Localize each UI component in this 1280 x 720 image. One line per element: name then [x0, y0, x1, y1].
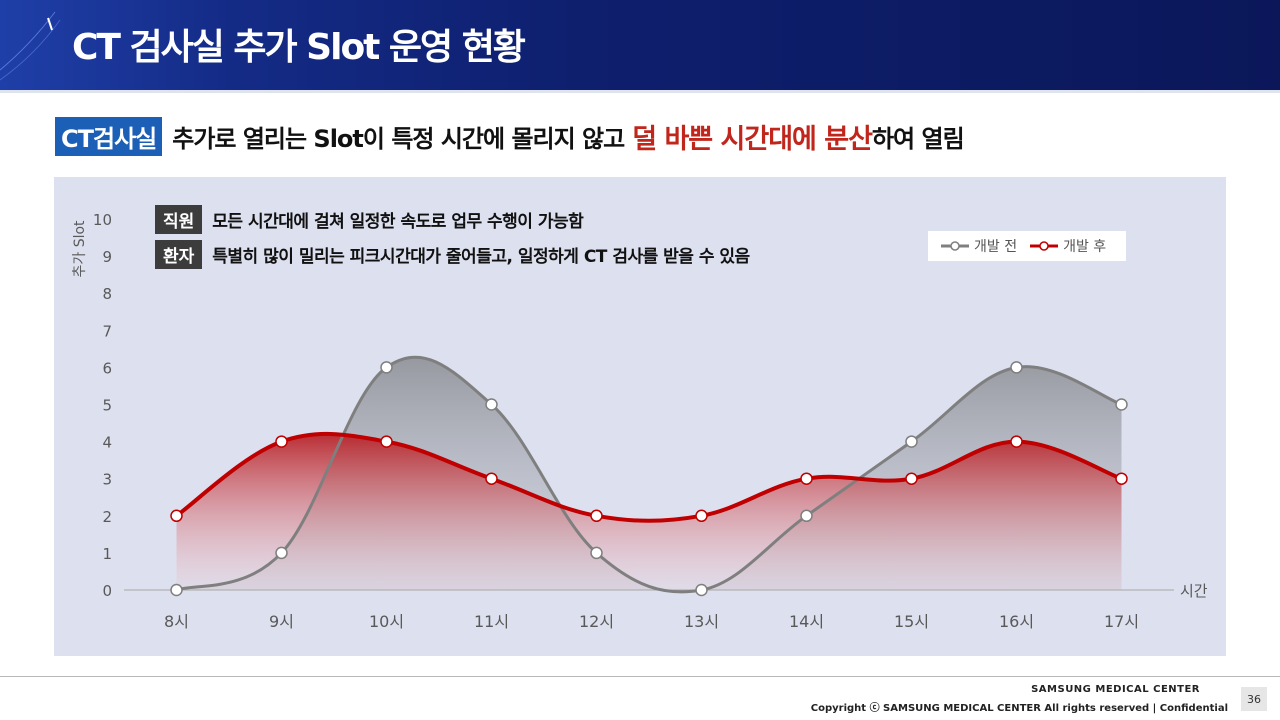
legend-label-after: 개발 후 — [1063, 239, 1107, 255]
footer-divider — [0, 676, 1280, 677]
legend-item-after: 개발 후 — [1029, 236, 1106, 256]
data-point-after-7 — [905, 472, 918, 485]
chart-legend: 개발 전 개발 후 — [928, 231, 1126, 261]
y-tick-label-4: 4 — [102, 434, 112, 452]
x-tick-label-3: 11시 — [474, 612, 509, 631]
footer-copyright: Copyright ⓒ SAMSUNG MEDICAL CENTER All r… — [810, 703, 1228, 714]
x-axis-title: 시간 — [1180, 582, 1208, 600]
data-point-after-5 — [695, 509, 708, 523]
data-point-before-9 — [1115, 398, 1128, 411]
note-patient-text: 특별히 많이 밀리는 피크시간대가 줄어들고, 일정하게 CT 검사를 받을 수… — [212, 246, 750, 267]
y-tick-label-6: 6 — [102, 359, 112, 377]
data-point-before-1 — [275, 546, 288, 560]
x-tick-label-1: 9시 — [269, 612, 294, 631]
x-tick-label-9: 17시 — [1104, 612, 1139, 631]
y-tick-label-3: 3 — [102, 471, 112, 489]
data-point-before-6 — [800, 509, 813, 523]
headline-text-after: 하여 열림 — [871, 124, 965, 153]
y-tick-label-0: 0 — [102, 582, 112, 600]
data-point-after-1 — [275, 435, 288, 448]
legend-swatch-before — [941, 241, 969, 251]
y-tick-label-1: 1 — [102, 545, 112, 563]
data-point-before-8 — [1010, 361, 1023, 374]
note-staff: 직원 모든 시간대에 걸쳐 일정한 속도로 업무 수행이 가능함 — [155, 204, 584, 234]
data-point-after-4 — [590, 509, 603, 523]
series-line-after — [175, 431, 1123, 523]
note-staff-text: 모든 시간대에 걸쳐 일정한 속도로 업무 수행이 가능함 — [212, 211, 584, 232]
headline-tag: CT검사실 — [55, 116, 163, 156]
y-tick-label-10: 10 — [93, 211, 112, 229]
y-axis-title: 추가 Slot — [72, 220, 88, 278]
headline-text-before: 추가로 열리는 Slot이 특정 시간에 몰리지 않고 — [172, 124, 625, 153]
y-tick-label-7: 7 — [102, 322, 112, 340]
footer-brand: SAMSUNG MEDICAL CENTER — [1031, 684, 1200, 695]
data-point-before-0 — [170, 583, 183, 597]
x-tick-label-7: 15시 — [894, 612, 929, 631]
data-point-after-2 — [380, 435, 393, 448]
header-divider — [0, 90, 1280, 93]
data-point-after-6 — [800, 472, 813, 485]
legend-swatch-after — [1030, 241, 1059, 251]
y-tick-label-5: 5 — [102, 397, 112, 415]
data-point-before-4 — [590, 546, 603, 560]
page-number: 36 — [1241, 687, 1267, 711]
y-tick-label-9: 9 — [102, 248, 112, 266]
x-tick-label-5: 13시 — [684, 612, 719, 631]
x-tick-label-8: 16시 — [999, 612, 1034, 631]
data-point-before-2 — [380, 361, 393, 374]
note-staff-chip: 직원 — [155, 204, 203, 234]
legend-label-before: 개발 전 — [974, 239, 1018, 255]
decorative-lines — [0, 11, 61, 81]
note-patient-chip: 환자 — [155, 239, 203, 269]
series-area-after — [176, 433, 1122, 590]
y-tick-label-8: 8 — [102, 285, 112, 303]
data-point-before-3 — [485, 398, 498, 411]
x-tick-label-4: 12시 — [579, 612, 614, 631]
headline: CT검사실 추가로 열리는 Slot이 특정 시간에 몰리지 않고 덜 바쁜 시… — [55, 116, 965, 156]
data-point-before-7 — [905, 435, 918, 448]
note-patient: 환자 특별히 많이 밀리는 피크시간대가 줄어들고, 일정하게 CT 검사를 받… — [155, 239, 750, 269]
x-tick-label-6: 14시 — [789, 612, 824, 631]
y-tick-label-2: 2 — [102, 508, 112, 526]
x-tick-label-2: 10시 — [369, 612, 404, 631]
data-point-after-3 — [485, 472, 498, 485]
chart: 0 1 2 3 4 5 6 7 8 9 10 8시 9시 10시 11시 12시 13시 14시 15시 16시 17시… — [72, 211, 1208, 631]
series-line-before — [176, 355, 1123, 594]
data-point-after-8 — [1010, 435, 1023, 448]
headline-accent: 덜 바쁜 시간대에 분산 — [632, 123, 873, 155]
legend-item-before: 개발 전 — [940, 236, 1017, 256]
data-point-after-9 — [1115, 472, 1128, 485]
header-bar: CT 검사실 추가 Slot 운영 현황 — [0, 0, 1280, 90]
data-point-after-0 — [170, 509, 183, 523]
x-tick-label-0: 8시 — [164, 612, 189, 631]
page-title: CT 검사실 추가 Slot 운영 현황 — [72, 27, 526, 68]
data-point-before-5 — [695, 583, 708, 597]
